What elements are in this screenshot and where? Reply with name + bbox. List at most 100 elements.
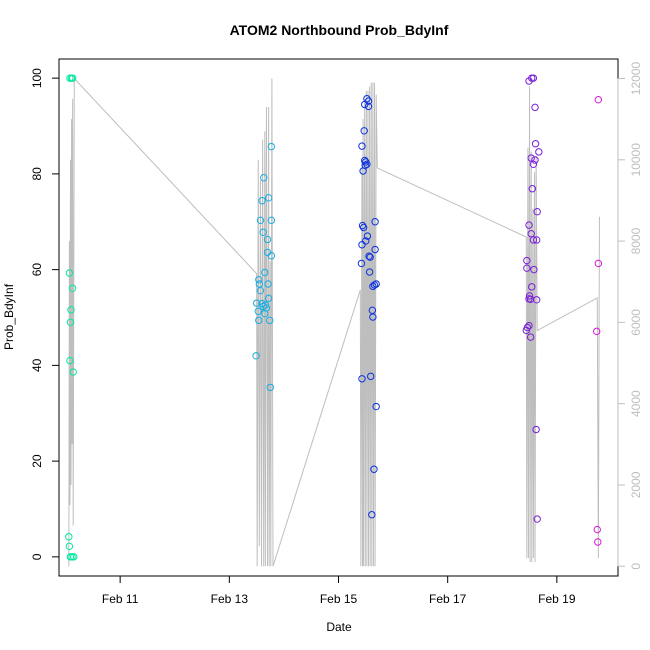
data-point	[261, 309, 269, 318]
data-point	[264, 280, 272, 288]
data-point	[525, 292, 534, 300]
y2-tick-label: 2000	[629, 471, 643, 498]
data-point	[371, 245, 379, 254]
data-point	[363, 232, 372, 240]
data-point	[526, 333, 535, 341]
data-point	[523, 264, 531, 272]
data-point	[256, 216, 265, 225]
data-point	[256, 286, 265, 295]
data-point	[258, 197, 266, 205]
data-point	[527, 154, 535, 162]
data-point	[255, 275, 263, 284]
secondary-line-layer	[68, 77, 600, 567]
x-tick-label: Feb 15	[320, 592, 358, 606]
data-point	[252, 352, 260, 360]
y2-tick-label: 10000	[629, 143, 643, 177]
data-point	[532, 425, 540, 434]
data-point	[65, 542, 74, 551]
data-point	[361, 100, 369, 109]
data-point	[357, 259, 366, 268]
x-axis: Feb 11 Feb 13 Feb 15 Feb 17 Feb 19	[102, 575, 576, 606]
data-point	[267, 252, 276, 260]
secondary-series-line	[68, 77, 600, 567]
data-point	[370, 281, 379, 289]
y2-tick-label: 4000	[629, 390, 643, 417]
chart-title: ATOM2 Northbound Prob_BdyInf	[230, 22, 449, 38]
data-point	[363, 160, 371, 169]
data-point	[369, 282, 377, 291]
data-point	[532, 296, 541, 304]
data-point	[264, 294, 273, 303]
data-point	[65, 269, 74, 277]
data-point	[533, 208, 541, 216]
x-tick-label: Feb 11	[102, 592, 139, 606]
data-point	[593, 525, 601, 534]
data-point	[264, 194, 273, 202]
data-point	[365, 252, 373, 260]
data-point	[531, 140, 540, 148]
data-point	[533, 515, 541, 523]
data-point	[370, 465, 378, 473]
data-point	[532, 236, 541, 244]
data-point	[69, 368, 77, 376]
data-point	[527, 230, 535, 238]
data-point	[366, 253, 374, 261]
data-point	[594, 95, 603, 104]
data-point	[530, 265, 538, 274]
data-point	[371, 218, 379, 226]
x-tick-label: Feb 19	[538, 592, 576, 606]
data-point	[359, 223, 368, 232]
data-point	[66, 356, 74, 365]
data-point	[369, 313, 377, 321]
x-axis-label: Date	[326, 620, 352, 634]
data-point	[358, 375, 366, 383]
y2-tick-label: 0	[629, 563, 643, 570]
y-tick-label: 60	[30, 263, 44, 277]
data-point	[528, 283, 536, 291]
data-point	[254, 307, 262, 315]
data-point	[255, 316, 263, 325]
data-point	[252, 299, 261, 307]
data-point	[364, 102, 373, 111]
data-point	[263, 235, 272, 244]
data-point	[67, 306, 75, 314]
data-point	[529, 236, 538, 244]
y-axis: 0 20 40 60 80 100	[30, 68, 60, 560]
data-point	[70, 553, 78, 561]
data-point	[259, 302, 267, 311]
x-tick-label: Feb 13	[211, 592, 249, 606]
y2-tick-label: 6000	[629, 309, 643, 336]
data-point	[368, 511, 376, 519]
y2-tick-label: 12000	[629, 62, 643, 96]
data-point	[66, 318, 75, 326]
y-axis-label: Prob_BdyInf	[2, 283, 16, 350]
data-point	[522, 326, 530, 335]
data-point	[359, 167, 367, 175]
data-point	[261, 268, 269, 277]
data-point	[68, 284, 77, 292]
data-point	[525, 77, 533, 85]
data-point	[362, 237, 370, 245]
data-point	[65, 533, 73, 541]
data-point	[367, 372, 375, 381]
data-point	[361, 156, 369, 165]
points-layer	[65, 74, 603, 561]
data-point	[531, 156, 539, 164]
data-point	[260, 174, 268, 182]
y-tick-label: 0	[30, 553, 44, 560]
data-point	[267, 142, 276, 151]
data-point	[372, 402, 380, 411]
data-point	[267, 216, 276, 225]
data-point	[266, 316, 274, 325]
y-tick-label: 40	[30, 358, 44, 372]
data-point	[523, 256, 531, 265]
x-tick-label: Feb 17	[429, 592, 467, 606]
data-point	[358, 221, 367, 230]
y2-tick-label: 8000	[629, 227, 643, 254]
data-point	[528, 185, 536, 193]
data-point	[525, 221, 533, 229]
y-tick-label: 100	[30, 68, 44, 88]
data-point	[365, 268, 374, 276]
data-point	[259, 228, 267, 236]
